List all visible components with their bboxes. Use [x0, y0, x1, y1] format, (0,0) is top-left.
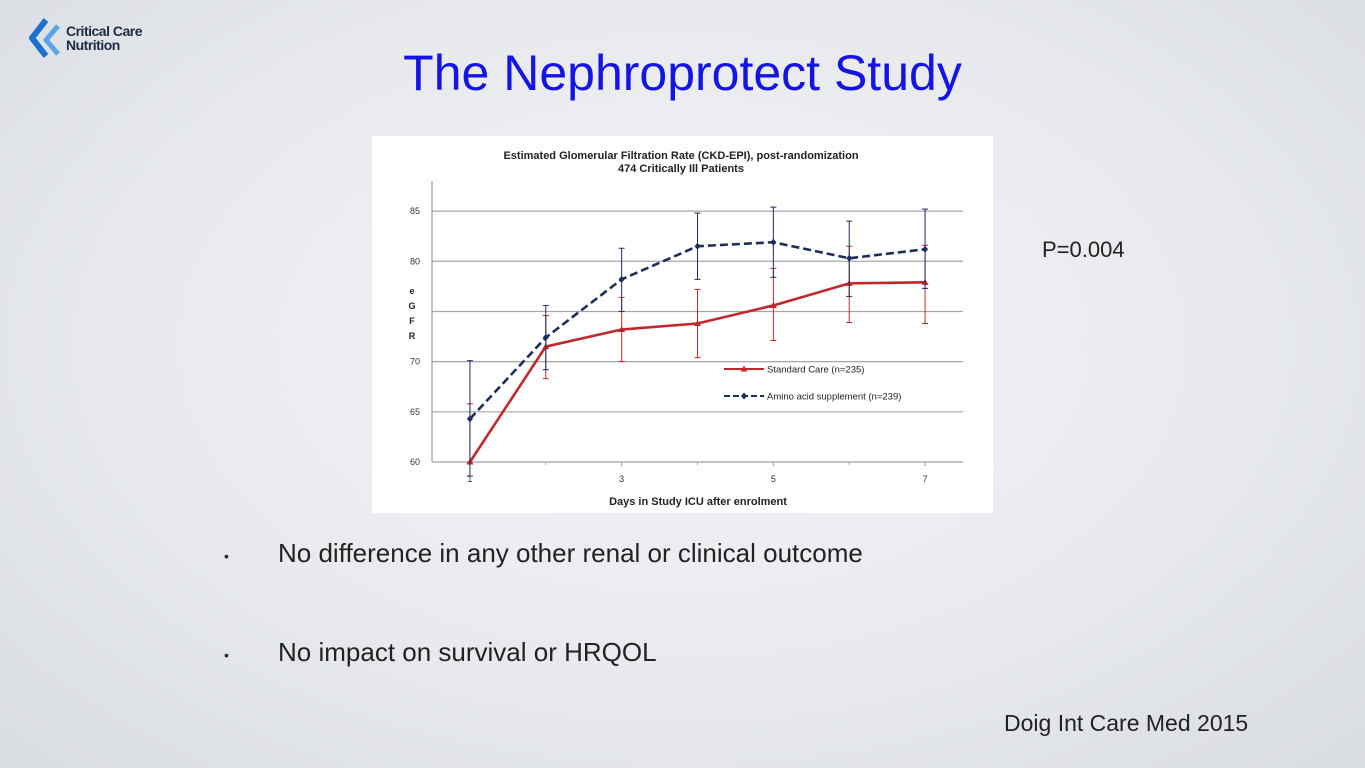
- chart-ticks: 60 65 70 80 85 1 3 5 7: [410, 206, 928, 484]
- y-tick-label: 85: [410, 206, 420, 216]
- x-tick-label: 5: [771, 474, 776, 484]
- y-label-letter: e: [409, 286, 414, 296]
- y-label-letter: F: [409, 316, 415, 326]
- legend-label: Amino acid supplement (n=239): [767, 392, 901, 403]
- p-value: P=0.004: [1042, 237, 1125, 262]
- legend-marker: [741, 392, 747, 400]
- logo-line-2: Nutrition: [66, 37, 120, 53]
- data-point: [694, 242, 701, 250]
- chart-legend: Standard Care (n=235) Amino acid suppleme…: [724, 365, 901, 403]
- data-point: [770, 238, 777, 246]
- y-tick-label: 80: [410, 256, 420, 266]
- slide-title: The Nephroprotect Study: [403, 45, 962, 101]
- y-tick-label: 60: [410, 457, 420, 467]
- chart-subtitle: 474 Critically Ill Patients: [618, 163, 744, 175]
- series-group: [466, 206, 929, 477]
- y-tick-label: 70: [410, 357, 420, 367]
- x-tick-label: 7: [923, 474, 928, 484]
- data-point: [618, 326, 626, 333]
- data-point: [542, 334, 549, 342]
- data-point: [466, 415, 473, 423]
- y-label-letter: G: [408, 301, 415, 311]
- x-tick-label: 1: [467, 474, 472, 484]
- logo-text: Critical Care Nutrition: [66, 24, 142, 52]
- bullet-text: No difference in any other renal or clin…: [278, 538, 863, 568]
- y-label-letter: R: [409, 331, 416, 341]
- y-tick-label: 65: [410, 407, 420, 417]
- data-point: [694, 320, 701, 327]
- bullet-symbol: •: [224, 647, 229, 663]
- x-tick-label: 3: [619, 474, 624, 484]
- bullet-symbol: •: [224, 548, 229, 564]
- logo-chevron-icon: [29, 18, 60, 58]
- logo-line-1: Critical Care: [66, 23, 142, 39]
- data-point: [618, 275, 625, 283]
- chart-svg: Estimated Glomerular Filtration Rate (CK…: [408, 150, 963, 508]
- bullet-text: No impact on survival or HRQOL: [278, 637, 657, 667]
- critical-care-nutrition-logo: Critical Care Nutrition: [26, 16, 156, 66]
- chart-title: Estimated Glomerular Filtration Rate (CK…: [503, 150, 858, 162]
- chart-series: [466, 206, 929, 477]
- citation: Doig Int Care Med 2015: [1004, 710, 1249, 736]
- data-point: [846, 254, 853, 262]
- chart-x-label: Days in Study ICU after enrolment: [609, 496, 787, 508]
- egfr-chart: Estimated Glomerular Filtration Rate (CK…: [372, 136, 993, 513]
- legend-marker: [740, 365, 748, 372]
- data-point: [922, 245, 929, 253]
- data-point: [769, 301, 777, 308]
- legend-label: Standard Care (n=235): [767, 365, 864, 376]
